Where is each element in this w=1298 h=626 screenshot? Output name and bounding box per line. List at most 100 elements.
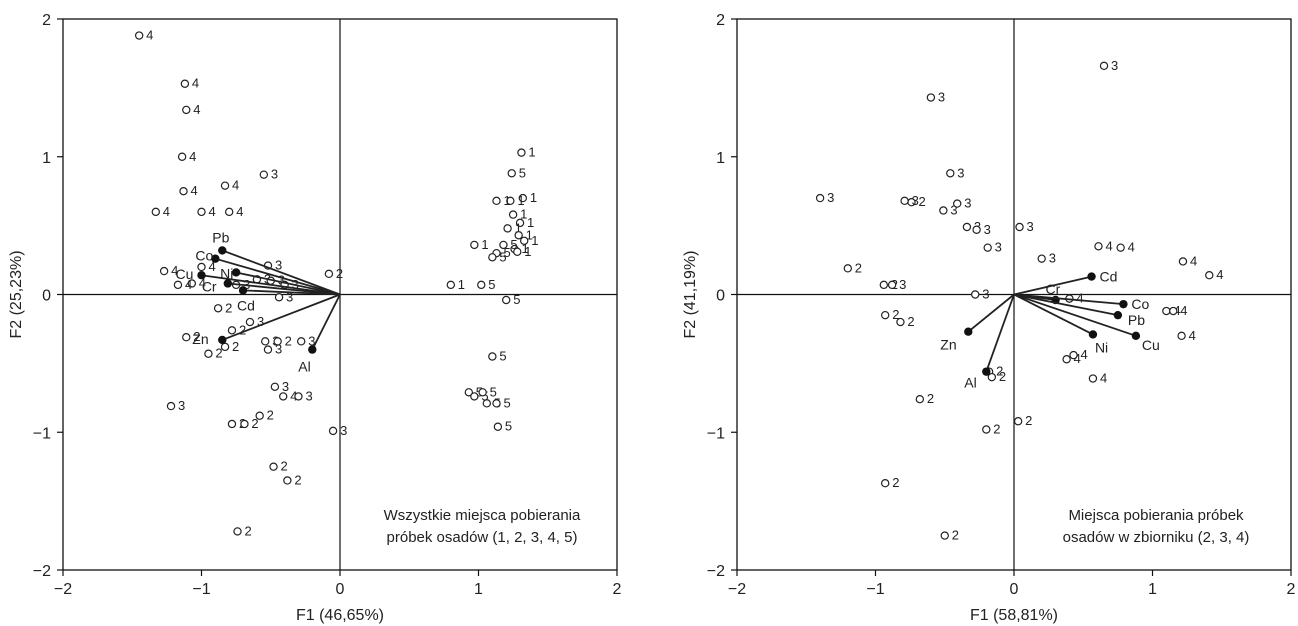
sample-point (151, 207, 160, 217)
sample-point (1099, 61, 1109, 71)
sample-point-label: 5 (490, 384, 497, 399)
loading-vector-label: Cu (176, 266, 194, 282)
sample-point (182, 105, 191, 115)
sample-point (1062, 355, 1071, 364)
sample-point-label: 3 (257, 314, 264, 329)
sample-point (520, 236, 529, 245)
sample-point (220, 181, 230, 190)
loading-vector-label: Al (298, 359, 310, 375)
loading-vector-end (1088, 330, 1098, 339)
sample-point-label: 3 (271, 167, 278, 182)
sample-point-label: 4 (171, 263, 178, 278)
sample-point-label: 5 (499, 348, 506, 363)
loading-vector-zn (967, 293, 1015, 333)
loading-vector-al (311, 294, 341, 351)
sample-point-label: 1 (527, 215, 534, 230)
sample-point (1169, 306, 1178, 316)
loading-vector-end (964, 327, 973, 336)
sample-point (492, 399, 501, 408)
sample-point-label: 1 (515, 220, 522, 235)
loading-vector-ni (235, 271, 341, 296)
sample-point-label: 3 (982, 287, 989, 302)
x-axis-title: F1 (46,65%) (296, 607, 384, 624)
sample-point (274, 293, 284, 302)
sample-point (482, 399, 492, 408)
y-tick-label: 0 (716, 288, 725, 305)
sample-point (982, 425, 991, 434)
sample-point-label: 4 (185, 277, 192, 292)
sample-point-label: 2 (993, 421, 1000, 436)
sample-point-label: 2 (919, 194, 926, 209)
sample-point-label: 2 (999, 369, 1006, 384)
sample-point (939, 206, 948, 215)
y-tick-label: −1 (33, 425, 51, 442)
sample-point-label: 4 (163, 204, 170, 219)
y-tick-label: 0 (42, 288, 51, 305)
sample-point-label: 3 (899, 277, 906, 292)
sample-point (134, 31, 144, 40)
y-axis-title: F2 (41,19%) (682, 250, 699, 338)
sample-point-label: 2 (245, 523, 252, 538)
sample-point (1116, 243, 1125, 252)
loading-vector-pb (1013, 293, 1119, 317)
sample-point (880, 310, 890, 320)
sample-point (971, 290, 980, 299)
sample-point-label: 3 (286, 289, 293, 304)
loading-vector-ni (1013, 293, 1094, 336)
loading-vector-end (982, 367, 991, 376)
sample-point (900, 196, 909, 206)
loading-vector-end (308, 345, 317, 354)
sample-point-label: 2 (1025, 413, 1032, 428)
loading-vector-label: Co (1131, 296, 1149, 312)
loading-vector-cd (1013, 275, 1092, 296)
loading-vector-end (197, 271, 206, 280)
loading-vector-cr (227, 282, 341, 296)
loading-vector-label: Pb (212, 229, 229, 245)
sample-point-label: 4 (290, 388, 297, 403)
sample-point (1178, 257, 1188, 266)
sample-point (270, 382, 280, 391)
sample-point (488, 253, 497, 262)
sample-point (507, 169, 516, 178)
sample-point (896, 317, 905, 327)
sample-point-label: 4 (1074, 351, 1081, 366)
sample-point-label: 4 (1189, 328, 1196, 343)
sample-point (506, 196, 515, 206)
sample-point (470, 392, 479, 401)
loading-vector-end (231, 268, 241, 277)
sample-point (499, 240, 508, 250)
sample-point (261, 337, 270, 346)
sample-point-label: 3 (984, 222, 991, 237)
sample-point (946, 169, 955, 178)
sample-point (197, 207, 206, 217)
sample-point (508, 210, 518, 219)
sample-point-label: 4 (146, 28, 153, 43)
sample-point-label: 2 (193, 329, 200, 344)
sample-point-label: 1 (504, 193, 511, 208)
sample-point-label: 3 (282, 379, 289, 394)
sample-point-label: 4 (1081, 347, 1088, 362)
sample-point (1094, 242, 1103, 251)
loading-vector-end (218, 246, 227, 255)
x-tick-label: −1 (192, 581, 210, 598)
sample-point-label: 2 (927, 391, 934, 406)
sample-point (328, 426, 338, 436)
sample-point-label: 1 (524, 244, 531, 259)
sample-point-label: 3 (340, 423, 347, 438)
sample-point-label: 4 (190, 183, 197, 198)
sample-point (1037, 254, 1046, 263)
x-tick-label: 1 (1148, 581, 1157, 598)
sample-point-label: 3 (278, 273, 285, 288)
x-tick-label: −2 (54, 581, 72, 598)
sample-point-label: 3 (308, 333, 315, 348)
loading-vector-al (985, 294, 1015, 372)
sample-point-label: 1 (481, 237, 488, 252)
sample-point-label: 5 (513, 292, 520, 307)
sample-point-label: 4 (189, 149, 196, 164)
sample-point (1088, 374, 1098, 383)
x-tick-label: 0 (1010, 581, 1019, 598)
sample-point (259, 170, 269, 179)
loading-vector-end (1119, 299, 1128, 309)
sample-point-label: 1 (458, 277, 465, 292)
